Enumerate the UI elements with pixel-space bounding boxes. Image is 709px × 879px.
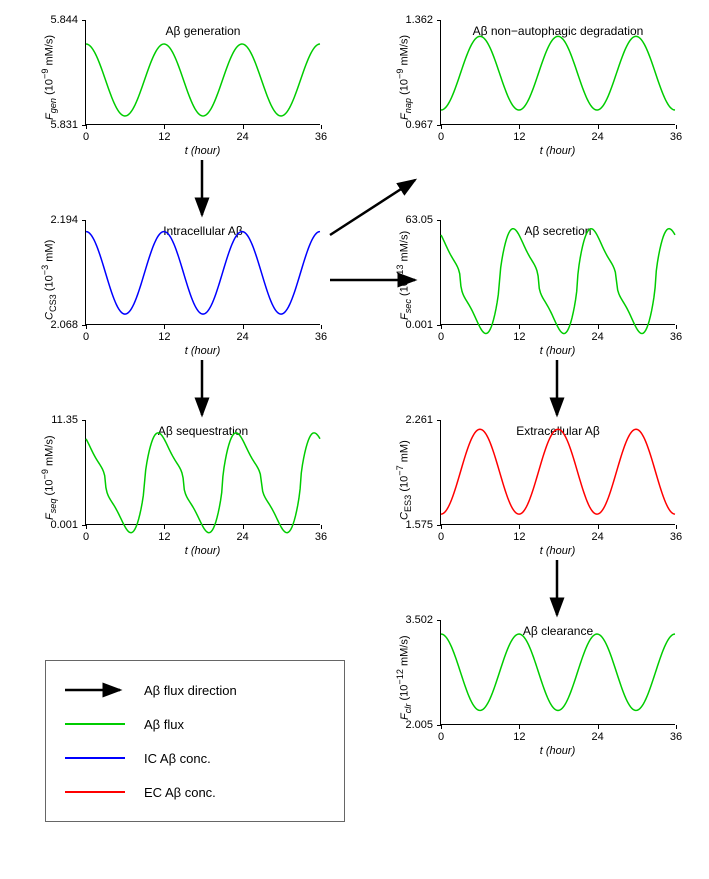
arrow-icon	[60, 680, 130, 700]
line-swatch	[60, 714, 130, 734]
legend-item: EC Aβ conc.	[60, 775, 330, 809]
arrow-ic-nap	[330, 180, 415, 235]
line-swatch	[60, 782, 130, 802]
legend-label: Aβ flux	[144, 717, 184, 732]
legend: Aβ flux direction Aβ flux IC Aβ conc. EC Aβ…	[45, 660, 345, 822]
legend-item: IC Aβ conc.	[60, 741, 330, 775]
line-swatch	[60, 748, 130, 768]
legend-label: IC Aβ conc.	[144, 751, 211, 766]
legend-item: Aβ flux	[60, 707, 330, 741]
legend-label: Aβ flux direction	[144, 683, 237, 698]
legend-item: Aβ flux direction	[60, 673, 330, 707]
legend-label: EC Aβ conc.	[144, 785, 216, 800]
